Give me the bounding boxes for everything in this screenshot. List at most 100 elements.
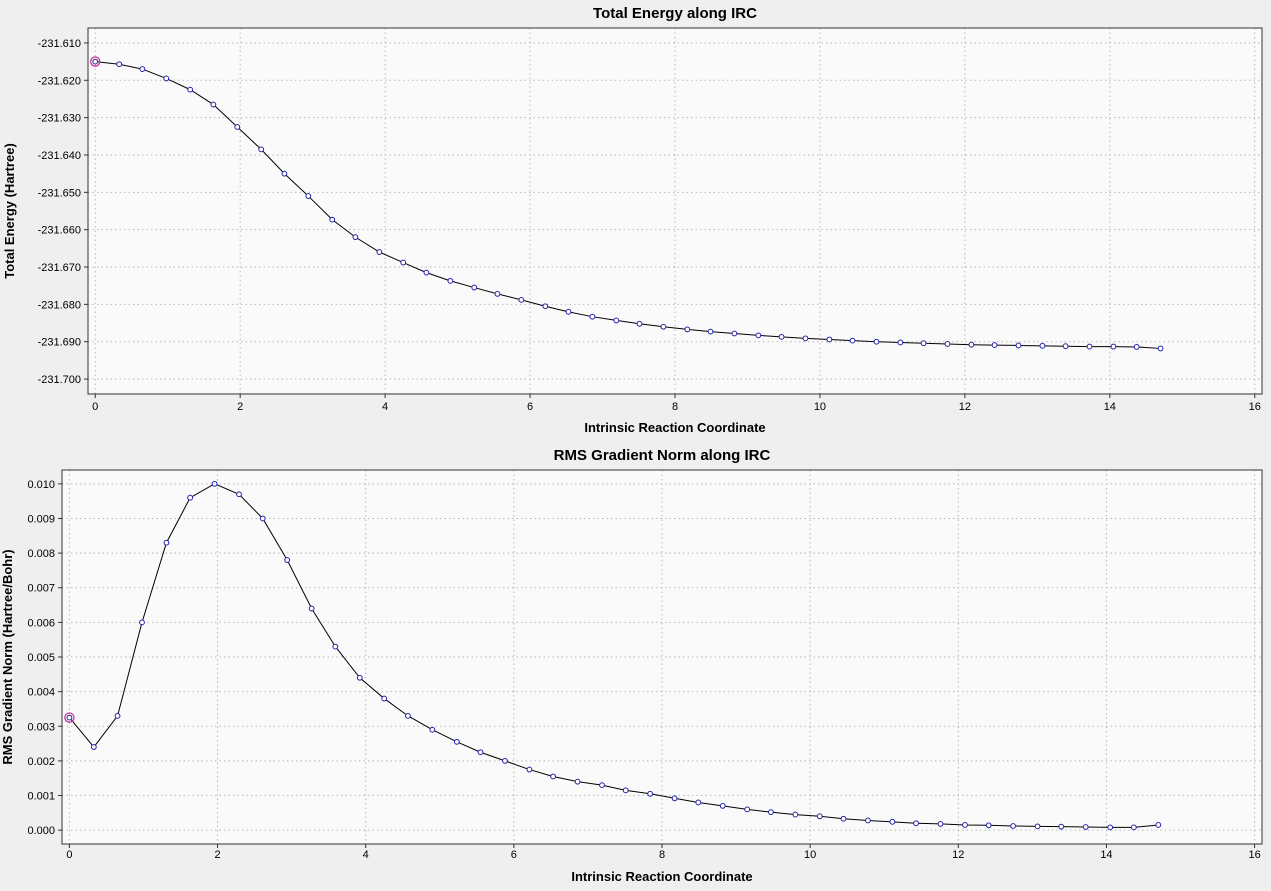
data-point-marker — [163, 75, 170, 82]
data-point-marker — [840, 815, 847, 822]
data-point-marker — [234, 124, 241, 130]
series-line — [95, 61, 1161, 349]
data-point-marker — [542, 303, 549, 310]
data-point-marker — [920, 340, 927, 347]
y-tick-label: 0.002 — [27, 756, 55, 768]
data-point-marker — [1107, 824, 1114, 831]
series-line — [69, 483, 1159, 828]
data-point-marker — [873, 338, 880, 345]
x-tick-label: 8 — [659, 849, 665, 861]
data-point-marker — [589, 313, 596, 320]
data-point-marker — [985, 822, 992, 829]
y-tick-label: -231.690 — [38, 337, 81, 349]
data-point-marker — [767, 809, 774, 816]
x-tick-label: 6 — [527, 401, 533, 413]
data-point-marker — [816, 813, 823, 820]
axis-frame — [61, 469, 1263, 845]
data-point-marker — [778, 333, 785, 340]
x-tick-label: 0 — [66, 849, 72, 861]
data-point-marker — [755, 332, 762, 339]
data-point-marker — [889, 818, 896, 825]
data-point-marker — [258, 146, 265, 153]
data-point-marker — [802, 335, 809, 342]
first-point-highlight — [89, 56, 101, 67]
data-point-marker — [139, 619, 145, 626]
data-point-marker — [937, 821, 944, 827]
data-point-marker — [684, 326, 691, 333]
data-point-marker — [332, 643, 339, 650]
x-tick-label: 2 — [237, 401, 243, 413]
x-tick-label: 16 — [1248, 849, 1260, 861]
data-point-marker — [90, 744, 97, 750]
data-point-marker — [211, 480, 218, 487]
data-point-marker — [352, 234, 359, 241]
data-point-marker — [707, 328, 714, 335]
x-axis-label: Intrinsic Reaction Coordinate — [571, 869, 752, 884]
data-point-marker — [1058, 823, 1065, 830]
data-point-marker — [1039, 342, 1046, 349]
data-point-marker — [1015, 342, 1022, 349]
y-tick-label: 0.006 — [27, 617, 55, 629]
data-point-marker — [622, 787, 629, 794]
data-point-marker — [574, 778, 581, 785]
data-point-marker — [1082, 824, 1089, 830]
x-tick-label: 4 — [382, 401, 388, 413]
data-point-marker — [471, 284, 478, 291]
y-axis-label: Total Energy (Hartree) — [2, 143, 17, 279]
y-tick-label: 0.008 — [27, 548, 55, 560]
data-point-marker — [599, 782, 605, 789]
x-tick-label: 6 — [511, 849, 517, 861]
data-point-marker — [731, 330, 738, 337]
data-point-marker — [1034, 823, 1041, 830]
data-point-marker — [114, 712, 121, 719]
y-tick-label: -231.640 — [38, 150, 81, 162]
data-point-marker — [550, 773, 557, 780]
x-tick-label: 10 — [814, 401, 826, 413]
data-point-marker — [66, 714, 73, 721]
data-point-marker — [792, 811, 799, 818]
data-point-marker — [308, 605, 315, 612]
total-energy-chart: Total Energy along IRC Intrinsic Reactio… — [2, 5, 1263, 435]
data-point-marker — [613, 317, 620, 324]
y-tick-label: -231.680 — [38, 299, 81, 311]
x-tick-label: 0 — [92, 401, 98, 413]
data-point-marker — [647, 790, 654, 797]
chart-title: RMS Gradient Norm along IRC — [554, 447, 771, 464]
data-point-marker — [494, 291, 501, 297]
y-tick-label: -231.610 — [38, 38, 81, 50]
x-tick-label: 2 — [214, 849, 220, 861]
data-point-marker — [423, 269, 430, 276]
data-point-marker — [991, 342, 998, 348]
data-point-marker — [719, 803, 726, 809]
x-tick-label: 12 — [952, 849, 964, 861]
x-axis-label: Intrinsic Reaction Coordinate — [584, 420, 765, 435]
data-point-marker — [1157, 345, 1164, 352]
data-point-marker — [1155, 822, 1162, 828]
axis-frame — [87, 27, 1263, 395]
first-point-highlight — [64, 712, 75, 723]
x-tick-label: 4 — [363, 849, 369, 861]
data-point-marker — [187, 86, 194, 93]
y-tick-label: -231.670 — [38, 262, 81, 274]
y-tick-label: 0.000 — [27, 825, 55, 837]
data-point-marker — [744, 806, 751, 813]
data-point-marker — [305, 193, 312, 199]
data-point-marker — [1130, 824, 1137, 831]
x-tick-label: 14 — [1104, 401, 1116, 413]
data-point-marker — [897, 339, 904, 346]
data-point-marker — [356, 674, 363, 681]
data-point-marker — [671, 795, 678, 802]
data-point-marker — [187, 494, 194, 501]
data-point-marker — [376, 249, 383, 255]
y-tick-label: -231.700 — [38, 374, 81, 386]
x-tick-label: 8 — [672, 401, 678, 413]
data-point-marker — [447, 277, 454, 284]
data-point-marker — [526, 766, 533, 773]
rms-gradient-chart: RMS Gradient Norm along IRC Intrinsic Re… — [0, 447, 1263, 884]
y-tick-label: 0.003 — [27, 721, 55, 733]
data-point-marker — [1062, 343, 1069, 350]
data-point-marker — [429, 726, 436, 733]
x-tick-label: 12 — [959, 401, 971, 413]
y-tick-label: -231.630 — [38, 113, 81, 125]
